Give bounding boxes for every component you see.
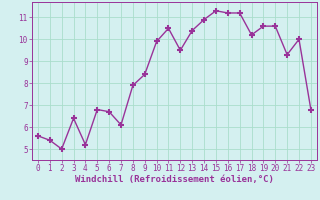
X-axis label: Windchill (Refroidissement éolien,°C): Windchill (Refroidissement éolien,°C) [75, 175, 274, 184]
